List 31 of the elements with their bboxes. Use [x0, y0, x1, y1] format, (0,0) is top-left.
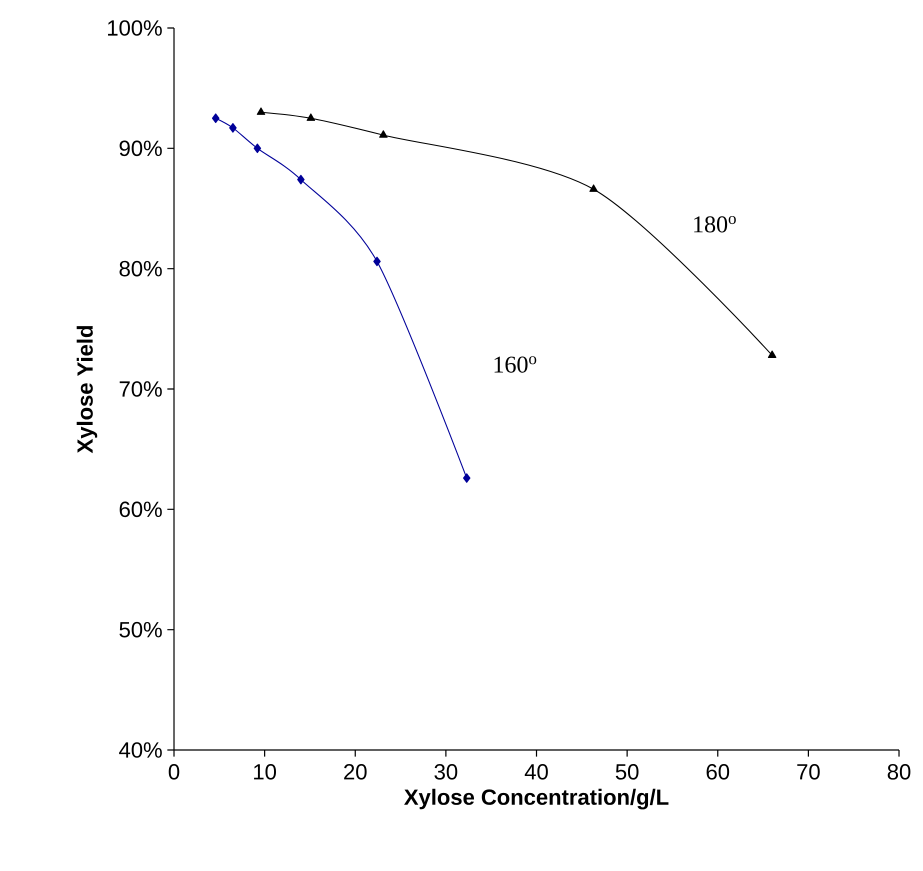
- x-tick-label: 80: [888, 764, 910, 780]
- point: [297, 174, 305, 184]
- y-axis-title: Xylose Yield: [76, 326, 98, 454]
- series-label: 180$^{o}$: [694, 216, 736, 232]
- point: [212, 113, 220, 124]
- y-tick-label: 80%: [120, 260, 162, 276]
- x-tick-label: 20: [344, 764, 367, 780]
- y-tick-label: 100%: [108, 20, 162, 36]
- y-tick-label: 70%: [120, 381, 162, 397]
- point: [229, 123, 237, 133]
- x-axis-title: Xylose Concentration/g/L: [404, 788, 668, 810]
- text: 160$^{o}$: [494, 356, 536, 373]
- x-tick-label: 10: [254, 764, 276, 780]
- x-tick-label: 50: [616, 764, 639, 780]
- point: [589, 184, 598, 192]
- x-tick-label: 40: [524, 764, 548, 780]
- x-tick-label: 30: [434, 764, 458, 780]
- point: [256, 107, 266, 115]
- y-tick-label: 60%: [120, 502, 162, 518]
- point: [254, 144, 262, 154]
- y-tick-label: 50%: [119, 622, 162, 638]
- x-tick-label: 0: [168, 764, 180, 780]
- point: [379, 130, 388, 138]
- y-tick-label: 40%: [119, 742, 162, 758]
- x-tick-label: 60: [706, 764, 730, 780]
- point: [768, 350, 776, 358]
- point: [462, 473, 470, 483]
- point: [306, 113, 316, 121]
- y-tick-label: 90%: [120, 140, 162, 156]
- point: [373, 256, 381, 266]
- x-tick-label: 70: [797, 764, 820, 780]
